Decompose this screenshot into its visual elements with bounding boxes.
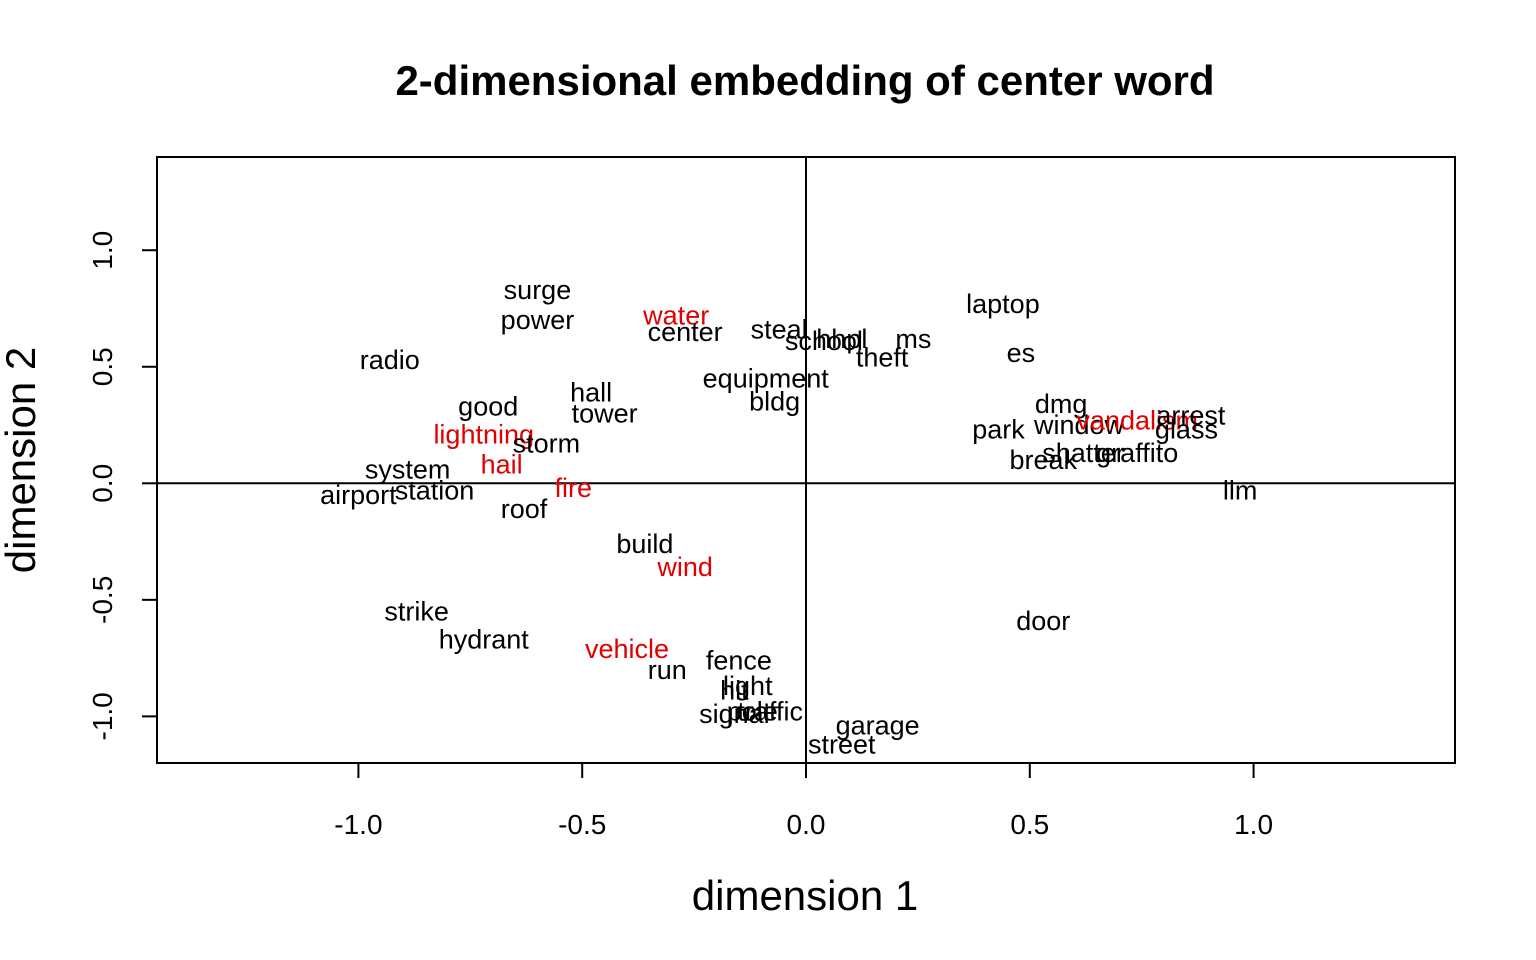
point-label-wind: wind: [656, 552, 713, 582]
point-label-airport: airport: [320, 480, 397, 510]
point-label-light: light: [723, 671, 773, 701]
point-label-school: school: [785, 326, 863, 356]
point-label-radio: radio: [360, 345, 420, 375]
point-label-equipment: equipment: [703, 363, 830, 393]
point-label-signal: signal: [699, 699, 770, 729]
point-label-ms: ms: [895, 324, 931, 354]
point-label-park: park: [972, 415, 1025, 445]
point-label-es: es: [1007, 338, 1036, 368]
point-label-power: power: [501, 305, 575, 335]
point-label-fire: fire: [554, 473, 592, 503]
point-label-vandalism: vandalism: [1076, 405, 1198, 435]
point-label-vehicle: vehicle: [585, 634, 669, 664]
y-axis-label: dimension 2: [0, 347, 44, 573]
x-tick-label: 1.0: [1234, 809, 1273, 840]
y-tick-label: -0.5: [87, 576, 118, 624]
point-label-door: door: [1016, 606, 1070, 636]
x-tick-label: -0.5: [558, 809, 606, 840]
x-axis: -1.0 -0.5 0.0 0.5 1.0: [334, 762, 1273, 840]
y-tick-label: 1.0: [87, 231, 118, 270]
point-label-hit: hit: [720, 676, 749, 706]
point-label-hhpl: hhpl: [816, 324, 867, 354]
point-label-dmg: dmg: [1035, 389, 1088, 419]
y-axis: -1.0 -0.5 0.0 0.5 1.0: [87, 231, 158, 741]
y-tick-label: 0.5: [87, 347, 118, 386]
point-label-pole: pole: [727, 697, 778, 727]
point-label-station: station: [395, 475, 475, 505]
chart-title: 2-dimensional embedding of center word: [395, 57, 1214, 104]
x-tick-label: 0.0: [787, 809, 826, 840]
point-label-storm: storm: [513, 429, 581, 459]
point-label-build: build: [616, 529, 673, 559]
point-label-arrest: arrest: [1156, 401, 1226, 431]
point-label-steal: steal: [751, 314, 808, 344]
point-label-strike: strike: [384, 597, 449, 627]
point-label-lightning: lightning: [433, 419, 534, 449]
point-label-glass: glass: [1155, 415, 1218, 445]
x-axis-label: dimension 1: [692, 872, 918, 919]
point-label-roof: roof: [501, 494, 548, 524]
y-tick-label: -1.0: [87, 692, 118, 740]
point-label-water: water: [642, 300, 709, 330]
point-label-hall: hall: [570, 377, 612, 407]
point-label-theft: theft: [856, 342, 909, 372]
point-label-tower: tower: [572, 398, 638, 428]
point-label-shatter: shatter: [1042, 438, 1125, 468]
point-label-llm: llm: [1223, 475, 1258, 505]
x-tick-label: 0.5: [1010, 809, 1049, 840]
point-label-surge: surge: [504, 275, 572, 305]
point-label-traffic: traffic: [737, 697, 803, 727]
point-label-window: window: [1033, 410, 1125, 440]
point-label-hydrant: hydrant: [439, 624, 530, 654]
point-label-center: center: [648, 317, 723, 347]
point-label-fence: fence: [706, 645, 772, 675]
x-tick-label: -1.0: [334, 809, 382, 840]
point-label-garage: garage: [836, 711, 920, 741]
point-label-laptop: laptop: [966, 289, 1040, 319]
point-label-street: street: [808, 729, 876, 759]
point-label-graffito: graffito: [1096, 438, 1178, 468]
point-label-hail: hail: [481, 450, 523, 480]
point-label-break: break: [1009, 445, 1077, 475]
point-label-good: good: [458, 391, 518, 421]
point-label-run: run: [648, 655, 687, 685]
y-tick-label: 0.0: [87, 464, 118, 503]
point-label-system: system: [365, 454, 451, 484]
point-label-bldg: bldg: [749, 387, 800, 417]
